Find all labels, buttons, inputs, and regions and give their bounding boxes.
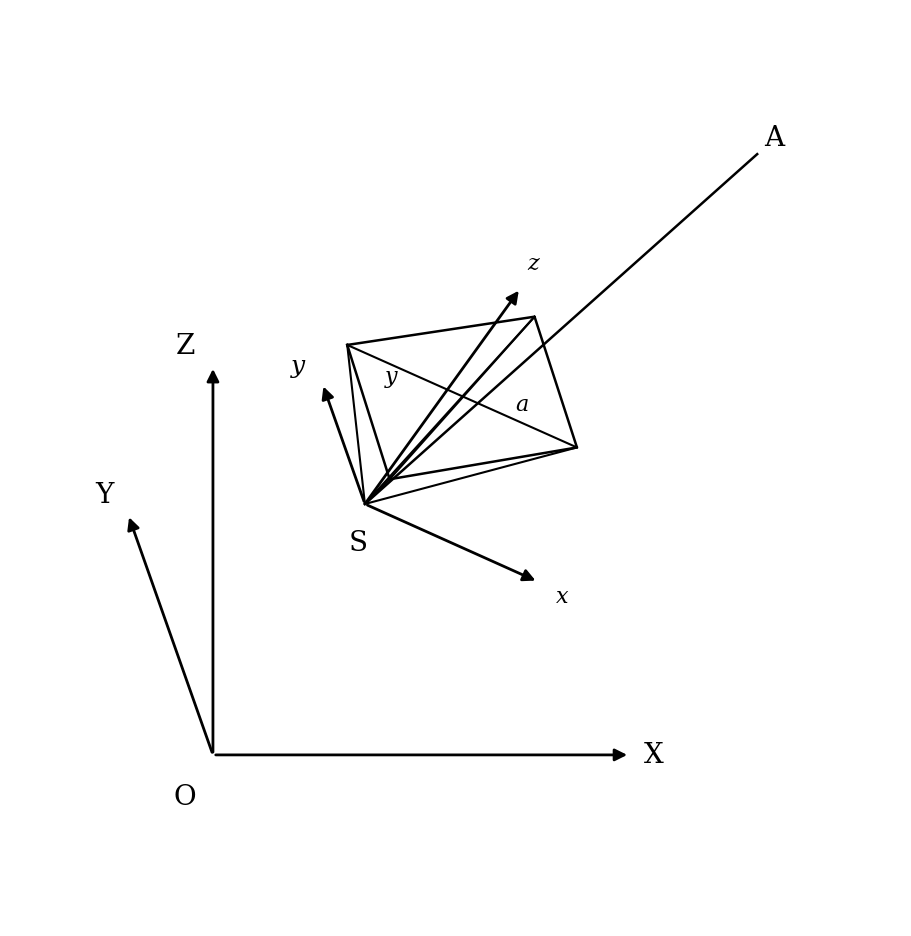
Text: x: x [555, 586, 568, 607]
Text: Y: Y [96, 481, 114, 508]
Text: z: z [527, 253, 538, 275]
Text: Z: Z [176, 332, 195, 359]
Text: A: A [763, 124, 783, 152]
Text: O: O [173, 783, 196, 811]
Text: S: S [348, 529, 367, 556]
Text: y: y [291, 355, 304, 377]
Text: X: X [643, 741, 663, 768]
Text: a: a [515, 394, 527, 416]
Text: y: y [384, 365, 397, 388]
